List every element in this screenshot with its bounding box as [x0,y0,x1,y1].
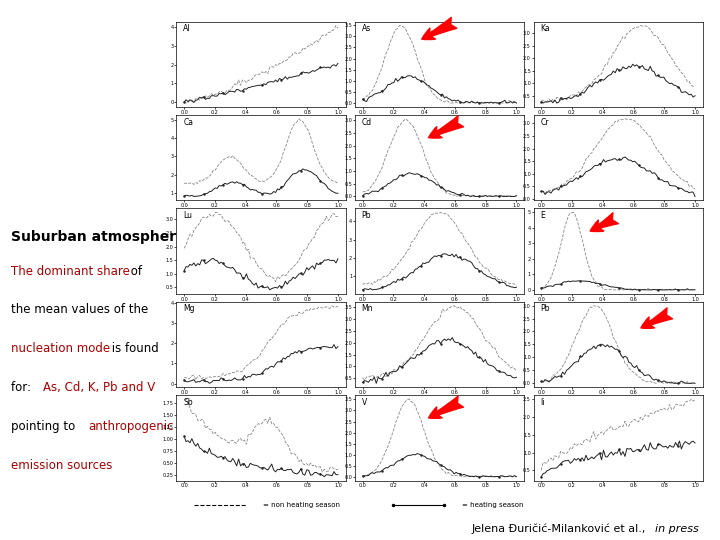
Text: is found: is found [108,342,158,355]
Text: for:: for: [11,381,35,394]
Text: V: V [361,398,367,407]
Text: = heating season: = heating season [462,502,523,508]
Text: Lu: Lu [183,211,192,220]
Text: pointing to: pointing to [11,420,78,433]
Text: Cr: Cr [540,118,549,126]
Text: Mn: Mn [361,305,373,313]
Text: = non heating season: = non heating season [263,502,340,508]
Text: of: of [127,265,143,278]
Text: Suburban atmosphere: Suburban atmosphere [11,230,185,244]
Text: Ka: Ka [540,24,550,33]
Text: Cd: Cd [361,118,372,126]
Text: the mean values of the: the mean values of the [11,303,148,316]
Text: Pb: Pb [361,211,372,220]
Text: The dominant share: The dominant share [11,265,130,278]
Text: Ca: Ca [183,118,193,126]
Text: Jelena Đuričić-Milanković et al.,: Jelena Đuričić-Milanković et al., [472,523,649,534]
Text: anthropogenic: anthropogenic [89,420,174,433]
Text: nucleation mode: nucleation mode [11,342,109,355]
Text: li: li [540,398,545,407]
Text: Pb: Pb [540,305,550,313]
Text: As: As [361,24,371,33]
Text: As, Cd, K, Pb and V: As, Cd, K, Pb and V [43,381,156,394]
Text: emission sources: emission sources [11,459,112,472]
Text: E: E [540,211,545,220]
Text: Al: Al [183,24,191,33]
Text: Mg: Mg [183,305,194,313]
Text: in press: in press [654,523,698,534]
Text: Sb: Sb [183,398,193,407]
